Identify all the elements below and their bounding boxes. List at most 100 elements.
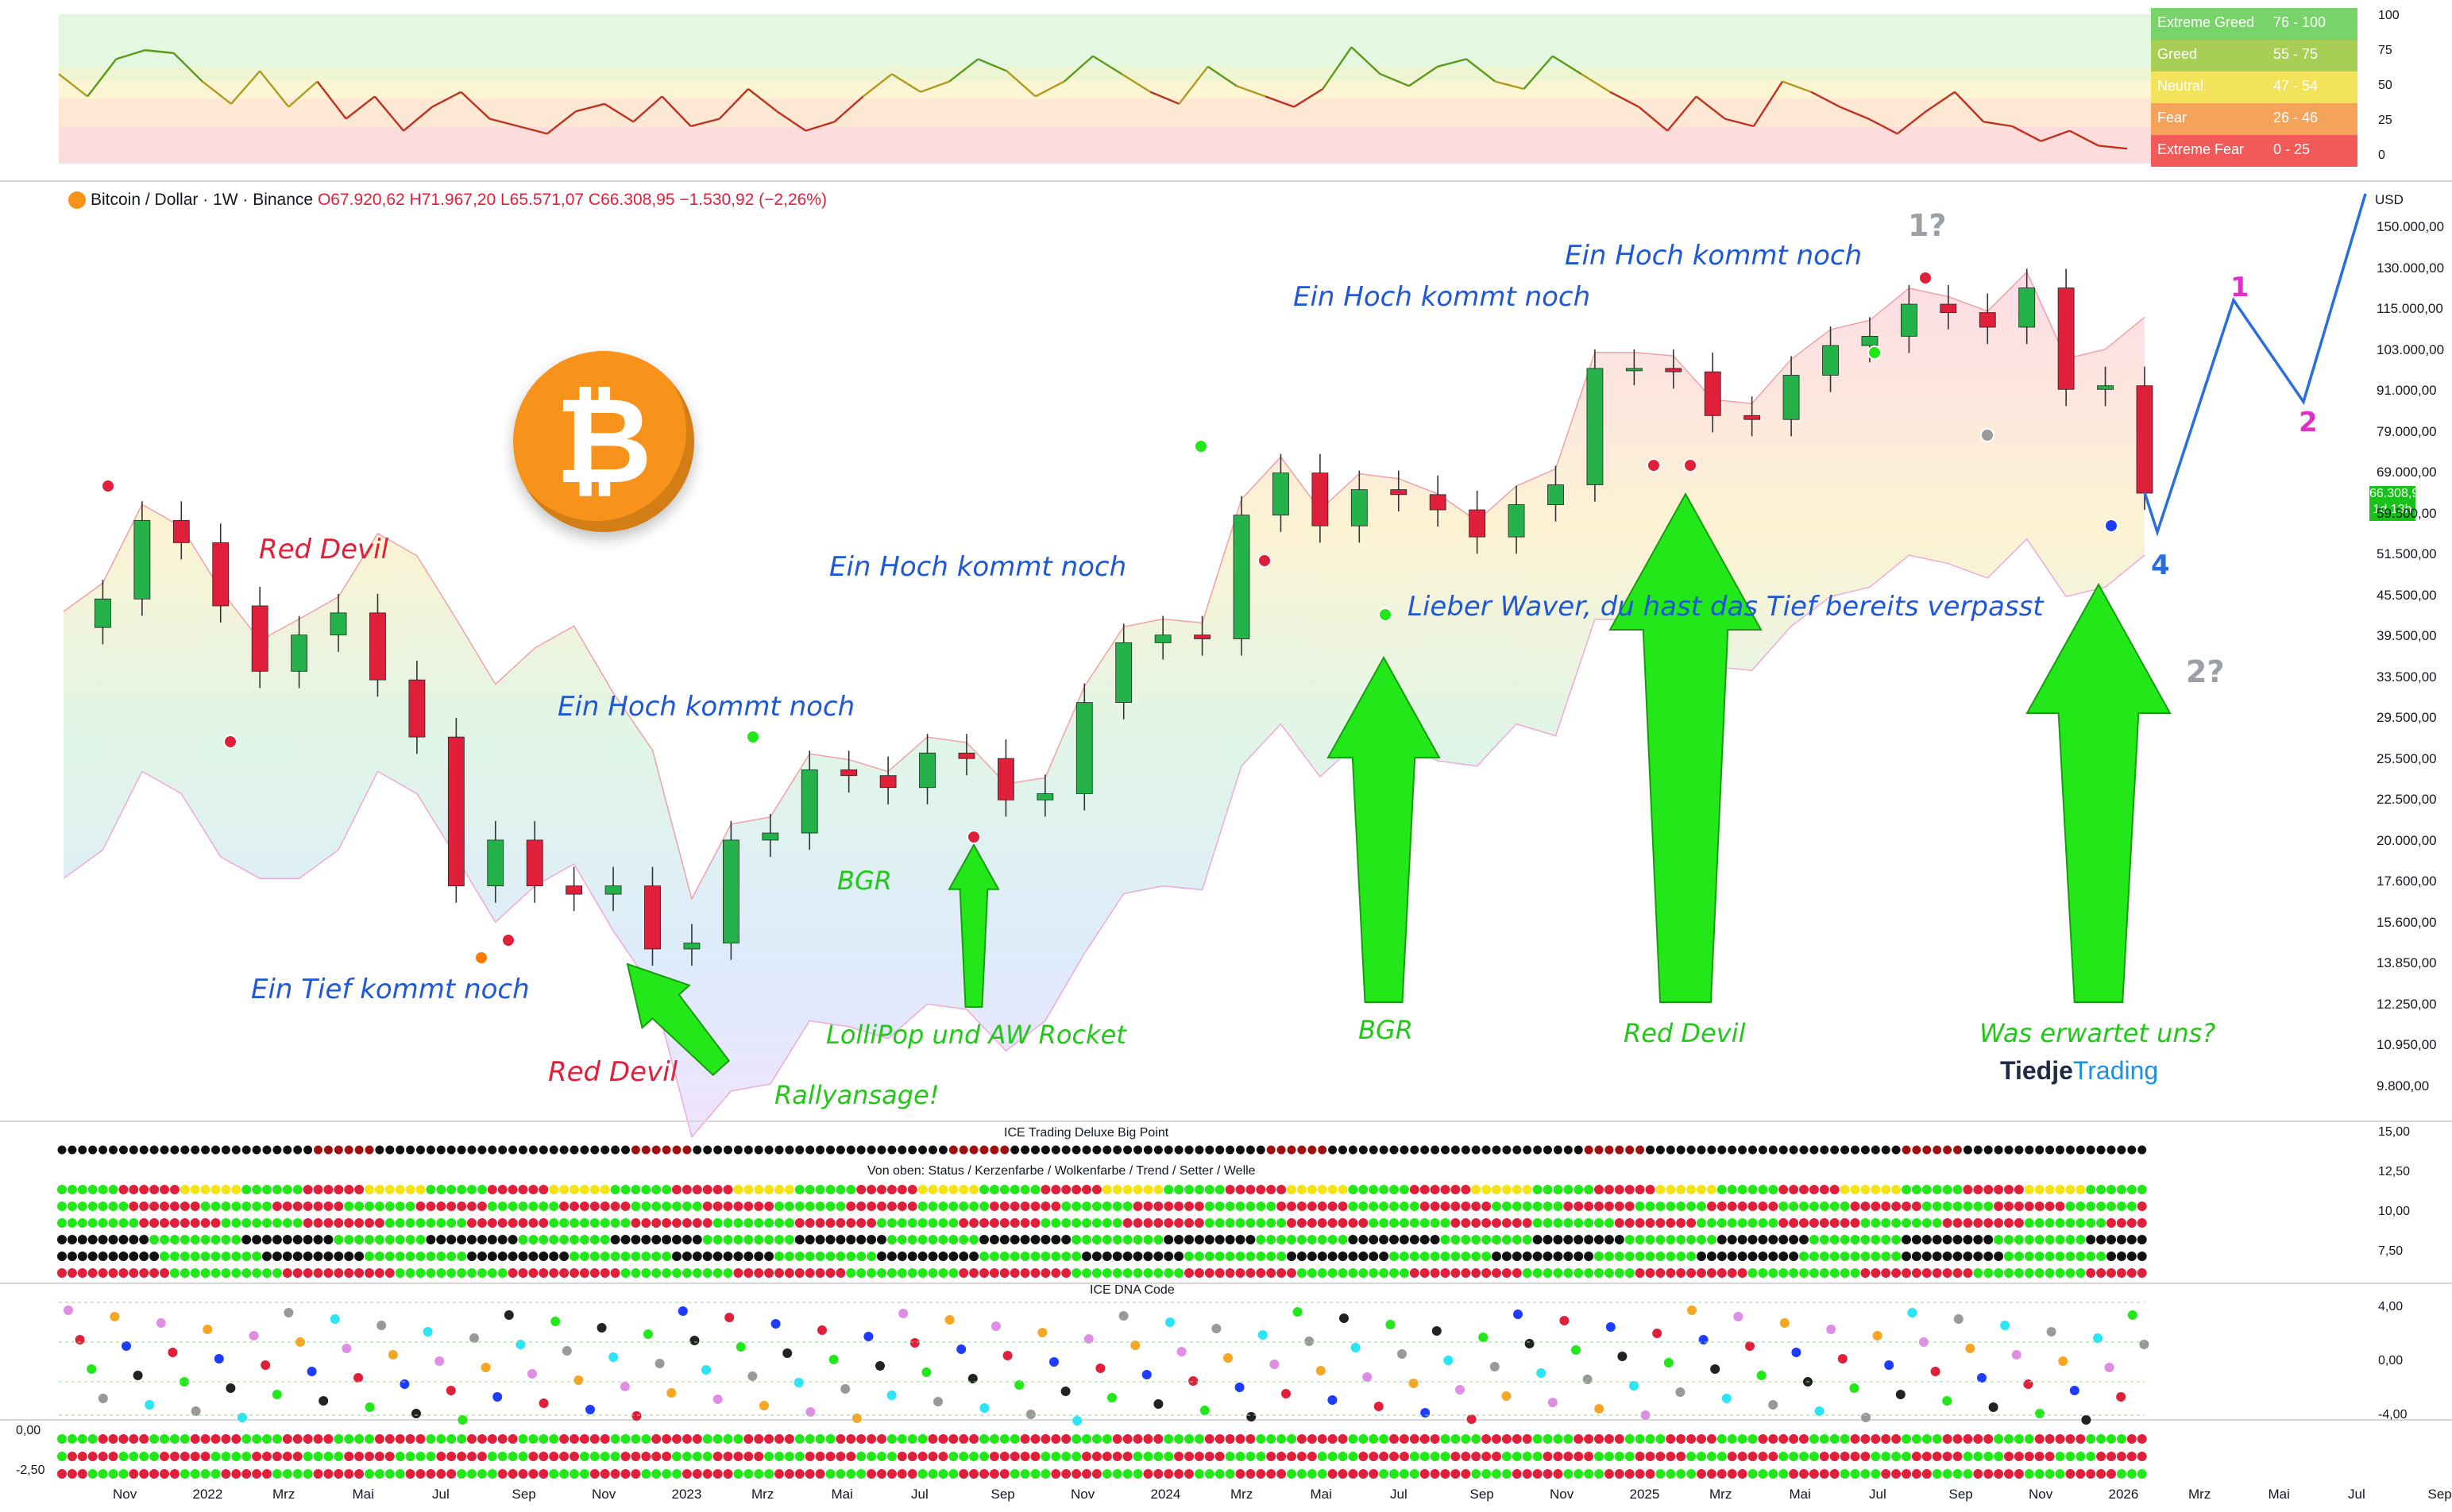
bottom-status-dot	[1020, 1469, 1030, 1479]
status-dot	[1296, 1235, 1307, 1244]
bottom-status-dot	[1860, 1469, 1871, 1479]
status-dot	[1153, 1185, 1164, 1194]
status-dot	[1102, 1185, 1112, 1194]
status-dot	[1666, 1218, 1676, 1228]
status-dot	[1266, 1185, 1276, 1194]
status-dot	[457, 1185, 467, 1194]
bottom-status-dot	[292, 1452, 303, 1461]
symbol-label[interactable]: Bitcoin / Dollar · 1W · Binance	[91, 191, 314, 209]
status-dot	[1532, 1268, 1543, 1278]
status-dot	[805, 1268, 815, 1278]
time-tick-label: Mai	[2268, 1487, 2290, 1502]
bottom-status-dot	[1881, 1434, 1891, 1444]
status-dot	[815, 1202, 825, 1211]
status-dot	[1358, 1235, 1369, 1244]
bottom-status-dot	[1225, 1434, 1235, 1444]
price-candle	[487, 839, 504, 886]
bottom-status-dot	[344, 1434, 354, 1444]
big-point-dot	[1983, 1145, 1993, 1155]
bottom-status-dot	[1174, 1452, 1184, 1461]
bottom-status-dot	[733, 1434, 743, 1444]
status-dot	[1973, 1185, 1983, 1194]
bottom-status-dot	[477, 1452, 487, 1461]
bottom-status-dot	[1184, 1469, 1194, 1479]
status-dot	[620, 1235, 631, 1244]
time-tick-label: Jul	[911, 1487, 929, 1502]
status-dot	[1296, 1268, 1307, 1278]
status-dot	[794, 1268, 805, 1278]
status-dot	[200, 1202, 210, 1211]
status-dot	[1358, 1268, 1369, 1278]
status-dot	[784, 1218, 794, 1228]
status-dot	[589, 1218, 600, 1228]
status-dot	[917, 1252, 928, 1261]
status-dot	[2045, 1185, 2055, 1194]
last-price-tag: 66.308,95 1d 13h	[2369, 486, 2426, 521]
status-dot	[743, 1202, 754, 1211]
status-dot	[1266, 1268, 1276, 1278]
status-dot	[1174, 1185, 1184, 1194]
wave-label-4: 4	[2151, 550, 2170, 581]
bottom-status-dot	[160, 1434, 169, 1444]
status-dot	[2126, 1252, 2137, 1261]
status-dot	[354, 1202, 365, 1211]
dna-dot	[446, 1386, 456, 1395]
status-dot	[169, 1185, 180, 1194]
status-dot	[384, 1185, 395, 1194]
status-dot	[1543, 1235, 1553, 1244]
status-dot	[1809, 1235, 1819, 1244]
status-dot	[1768, 1252, 1778, 1261]
status-dot	[1860, 1268, 1871, 1278]
status-dot	[57, 1202, 67, 1211]
status-dot	[774, 1202, 784, 1211]
status-dot	[1881, 1185, 1891, 1194]
bottom-status-dot	[1973, 1434, 1983, 1444]
status-dot	[77, 1268, 87, 1278]
status-dot	[1932, 1185, 1942, 1194]
bottom-status-dot	[1091, 1452, 1102, 1461]
bottom-status-dot	[1102, 1434, 1112, 1444]
bottom-status-dot	[405, 1434, 415, 1444]
price-tick-label: 69.000,00	[2377, 465, 2437, 480]
status-dot	[190, 1218, 200, 1228]
status-dot	[1256, 1185, 1266, 1194]
status-dot	[139, 1202, 149, 1211]
status-dot	[323, 1235, 334, 1244]
signal-dot	[1257, 554, 1272, 568]
status-dot	[1143, 1202, 1153, 1211]
bottom-status-dot	[457, 1434, 467, 1444]
status-dot	[2055, 1202, 2065, 1211]
price-candle	[840, 770, 858, 777]
status-dot	[1133, 1202, 1143, 1211]
status-dot	[384, 1268, 395, 1278]
bottom-status-dot	[610, 1434, 620, 1444]
status-dot	[2106, 1252, 2116, 1261]
status-dot	[805, 1185, 815, 1194]
big-point-dot	[385, 1145, 395, 1155]
status-dot	[1051, 1202, 1061, 1211]
status-dot	[2024, 1218, 2034, 1228]
big-point-dot	[1881, 1145, 1890, 1155]
bottom-status-dot	[2086, 1434, 2096, 1444]
status-dot	[1716, 1252, 1727, 1261]
status-dot	[1604, 1218, 1614, 1228]
status-dot	[1624, 1235, 1635, 1244]
bottom-status-dot	[1358, 1434, 1369, 1444]
status-dot	[1143, 1185, 1153, 1194]
sentiment-line-segment	[1265, 95, 1295, 108]
status-dot	[794, 1185, 805, 1194]
price-candle	[2097, 385, 2114, 390]
status-dot	[1778, 1185, 1789, 1194]
bottom-status-dot	[1891, 1469, 1902, 1479]
status-dot	[856, 1202, 867, 1211]
big-point-dot	[1830, 1145, 1840, 1155]
status-dot	[1676, 1252, 1686, 1261]
bottom-status-dot	[518, 1434, 528, 1444]
currency-label[interactable]: USD	[2375, 192, 2404, 207]
status-dot	[743, 1252, 754, 1261]
status-dot	[979, 1235, 989, 1244]
status-dot	[1911, 1185, 1921, 1194]
legend-row: Extreme Fear 0 - 25	[2151, 135, 2357, 167]
status-dot	[600, 1268, 610, 1278]
